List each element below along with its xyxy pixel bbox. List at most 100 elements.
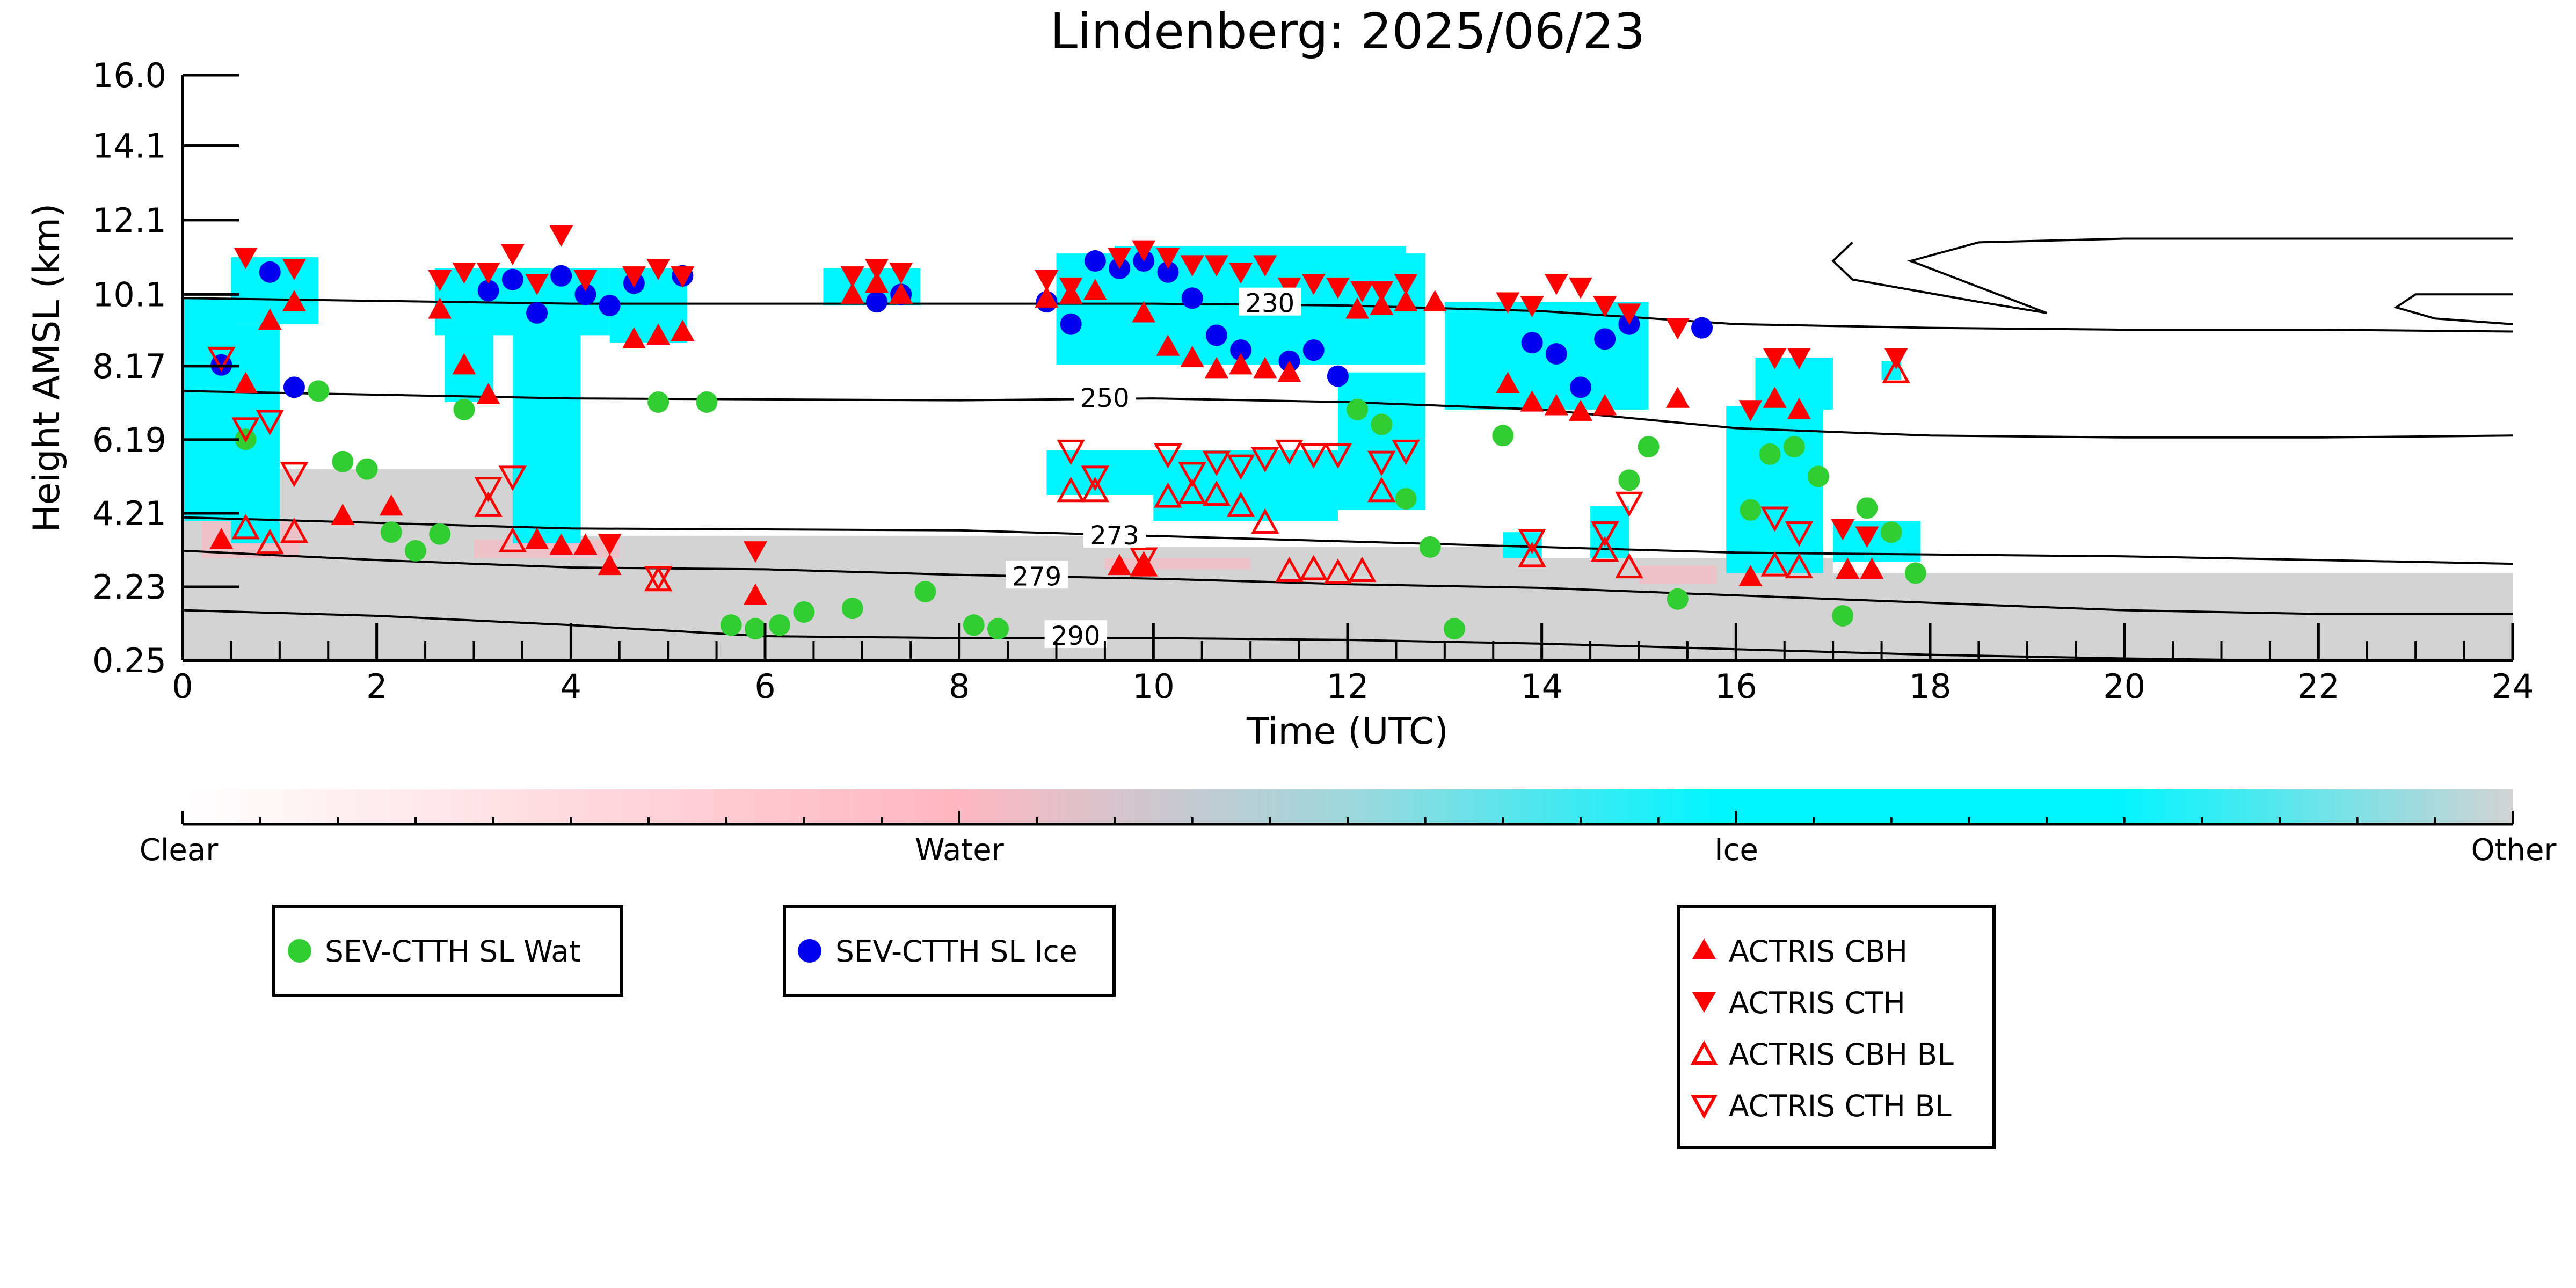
marker-actris-cth-bl — [644, 566, 673, 592]
y-tick-label: 10.1 — [92, 275, 166, 314]
marker-actris-cbh-bl — [1178, 478, 1206, 504]
marker-actris-cbh — [282, 290, 306, 311]
marker-actris-cth — [500, 244, 525, 266]
marker-sev-ctth-sl-wat — [1832, 605, 1854, 627]
marker-actris-cbh-bl — [1590, 536, 1619, 562]
marker-actris-cth-bl — [1251, 447, 1279, 472]
marker-sev-ctth-sl-wat — [696, 391, 718, 413]
plot-area — [183, 225, 2513, 660]
marker-actris-cth — [452, 263, 476, 284]
colorbar-label-ice: Ice — [1714, 833, 1758, 868]
marker-actris-cth-bl — [1785, 521, 1814, 547]
marker-actris-cbh — [1860, 557, 1884, 579]
colorbar: Clear Water Ice Other — [140, 789, 2557, 868]
marker-actris-cbh — [573, 533, 598, 555]
marker-sev-ctth-sl-ice — [1230, 339, 1252, 361]
contour-label-bg — [1239, 287, 1301, 316]
marker-actris-cbh — [1132, 301, 1156, 323]
marker-actris-cth — [573, 270, 598, 292]
marker-sev-ctth-sl-ice — [1521, 332, 1543, 354]
y-tick-label: 16.0 — [92, 56, 166, 95]
marker-actris-cth — [1253, 255, 1277, 276]
legend-box — [783, 905, 1116, 997]
marker-actris-cth-bl — [1178, 462, 1206, 487]
marker-sev-ctth-sl-wat — [963, 614, 985, 636]
legend-box — [1677, 905, 1996, 1149]
marker-actris-cbh — [1763, 387, 1787, 408]
marker-sev-ctth-sl-ice — [477, 280, 499, 302]
marker-actris-cth — [428, 270, 452, 292]
marker-actris-cbh — [1569, 399, 1592, 421]
marker-sev-ctth-sl-ice — [283, 376, 305, 398]
marker-actris-cbh-bl — [1299, 555, 1328, 580]
axes: 0 2 4 6 8 10 12 14 16 18 20 22 240.252.234.216.198.1… — [92, 56, 2534, 706]
phase-ice — [1726, 405, 1824, 573]
marker-actris-cbh — [1277, 360, 1301, 382]
marker-actris-cbh — [1593, 394, 1617, 416]
marker-actris-cbh-bl — [1226, 491, 1255, 517]
marker-actris-cbh — [864, 271, 889, 293]
marker-actris-cth — [1496, 292, 1520, 314]
marker-sev-ctth-sl-ice — [1205, 324, 1227, 346]
marker-actris-cbh — [646, 323, 671, 345]
marker-sev-ctth-sl-wat — [744, 618, 766, 640]
marker-sev-ctth-sl-wat — [1856, 497, 1878, 519]
contour-labels: 230 250 273 279 290 — [1006, 287, 1301, 651]
marker-actris-cbh-bl — [1882, 358, 1910, 383]
marker-actris-cth-bl — [1615, 491, 1643, 518]
marker-actris-cbh-bl — [474, 491, 503, 517]
marker-actris-cbh — [1738, 565, 1763, 586]
marker-sev-ctth-sl-wat — [793, 601, 815, 623]
marker-actris-cth-bl — [1130, 547, 1158, 573]
marker-actris-cth — [1156, 248, 1180, 270]
marker-actris-cth — [549, 225, 573, 247]
marker-actris-cth — [1544, 273, 1568, 295]
phase-ice — [1153, 476, 1338, 521]
marker-sev-ctth-sl-wat — [1904, 562, 1926, 584]
marker-sev-ctth-sl-wat — [720, 614, 742, 636]
marker-actris-cth — [1394, 273, 1418, 295]
marker-sev-ctth-sl-ice — [574, 283, 596, 305]
legend-marker-actris-cth-bl — [1690, 1095, 1718, 1119]
y-tick-label: 12.1 — [92, 201, 166, 240]
marker-sev-ctth-sl-wat — [1880, 521, 1902, 543]
marker-actris-cth-bl — [1590, 521, 1619, 547]
marker-actris-cbh — [1836, 557, 1860, 579]
marker-actris-cth — [1593, 296, 1617, 318]
marker-actris-cbh — [476, 383, 500, 404]
colorbar-gradient — [183, 789, 2513, 823]
marker-actris-cbh-bl — [256, 528, 284, 555]
colorbar-label-other: Other — [2471, 833, 2557, 868]
marker-sev-ctth-sl-ice — [1157, 261, 1179, 283]
marker-actris-cbh — [671, 319, 695, 341]
marker-sev-ctth-sl-wat — [1347, 398, 1369, 420]
marker-actris-cth — [1301, 273, 1326, 295]
marker-actris-cbh-bl — [1202, 480, 1231, 506]
marker-sev-ctth-sl-ice — [1181, 287, 1203, 309]
marker-actris-cth — [1831, 519, 1855, 541]
legend-actris: ACTRIS CBH ACTRIS CTH ACTRIS CBH BL ACTR… — [1677, 905, 1996, 1149]
marker-actris-cbh — [331, 504, 355, 525]
contour-line-230 — [183, 297, 2513, 333]
marker-actris-cth — [476, 263, 500, 284]
marker-actris-cth — [1035, 270, 1059, 292]
marker-actris-cth-bl — [498, 465, 527, 491]
contour-line-273 — [183, 516, 2513, 565]
y-tick-label: 0.25 — [92, 641, 166, 680]
marker-actris-cbh — [1083, 279, 1107, 300]
marker-actris-cth — [864, 259, 889, 280]
marker-actris-cbh — [452, 353, 476, 375]
marker-actris-cth — [1108, 248, 1132, 270]
marker-actris-cbh-bl — [1057, 476, 1085, 503]
marker-sev-ctth-sl-wat — [841, 598, 863, 620]
marker-actris-cbh-bl — [1518, 542, 1546, 567]
marker-actris-cbh — [1132, 554, 1156, 576]
contour-line-279 — [183, 549, 2513, 615]
y-tick-label: 4.21 — [92, 494, 166, 533]
marker-actris-cth-bl — [1299, 443, 1328, 469]
marker-actris-cth — [1787, 348, 1811, 369]
legend-label-sev-water: SEV-CTTH SL Wat — [325, 934, 581, 969]
marker-actris-cbh — [1229, 353, 1253, 375]
contour-label: 250 — [1080, 383, 1130, 413]
